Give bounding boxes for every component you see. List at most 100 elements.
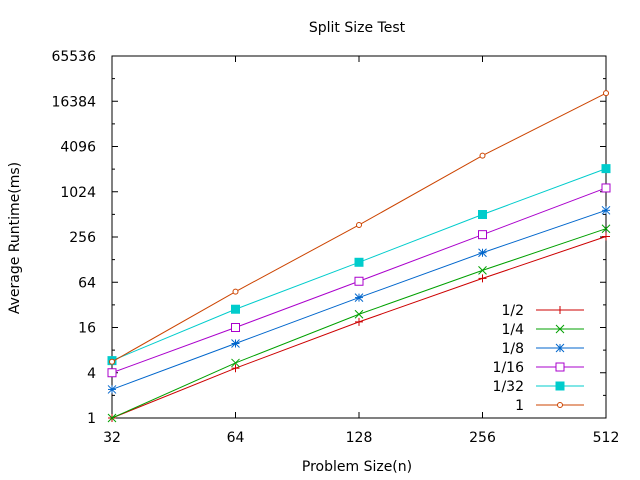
marker-stroke: [354, 309, 364, 319]
data-point: [555, 324, 565, 334]
y-tick-label: 4096: [60, 140, 96, 156]
marker-shape: [109, 358, 115, 365]
data-point: [478, 210, 487, 220]
marker-shape: [107, 368, 117, 378]
x-tick-label: 128: [346, 430, 373, 446]
data-point: [603, 90, 609, 97]
data-point: [107, 385, 117, 394]
data-point: [232, 288, 239, 295]
marker-shape: [601, 183, 611, 193]
marker-shape: [354, 257, 364, 267]
data-point: [478, 266, 487, 275]
marker-shape: [555, 362, 565, 372]
data-point: [231, 358, 240, 368]
data-point: [478, 230, 487, 240]
data-point: [601, 205, 611, 215]
marker-shape: [478, 230, 487, 240]
data-point: [231, 364, 240, 373]
data-point: [354, 257, 364, 267]
y-tick-label: 256: [69, 230, 96, 246]
legend-label: 1/4: [501, 322, 524, 338]
axis-ticks: 32 64 128 256 512 1 4 16 64 256 1024 4096 16384 65536: [51, 49, 619, 446]
data-point: [601, 164, 611, 174]
y-tick-label: 1024: [60, 185, 96, 201]
x-tick-label: 64: [227, 430, 245, 446]
data-point: [354, 293, 364, 302]
marker-shape: [354, 276, 364, 286]
series-1: [108, 232, 610, 422]
marker-stroke: [231, 358, 240, 368]
marker-stroke: [555, 343, 565, 353]
data-point: [601, 183, 611, 193]
series-group: [107, 90, 611, 423]
legend-label: 1/2: [501, 303, 524, 319]
data-point: [478, 248, 487, 258]
legend-label: 1/16: [493, 360, 525, 376]
marker-stroke: [107, 385, 117, 394]
data-point: [231, 304, 240, 314]
chart-title: Split Size Test: [309, 20, 406, 36]
data-point: [354, 276, 364, 286]
plot-frame: [111, 55, 607, 419]
legend-label: 1: [515, 398, 524, 414]
marker-stroke: [601, 224, 611, 234]
legend-entry: 1/8: [501, 341, 584, 357]
marker-stroke: [555, 324, 565, 334]
legend-label: 1/32: [493, 379, 524, 395]
marker-shape: [601, 164, 611, 174]
x-axis-label: Problem Size(n): [302, 459, 412, 475]
data-point: [109, 358, 115, 365]
data-point: [231, 323, 240, 332]
marker-stroke: [107, 413, 117, 423]
data-point: [602, 232, 610, 241]
legend-label: 1/8: [501, 341, 524, 357]
marker-shape: [231, 323, 240, 332]
data-point: [557, 402, 563, 408]
y-tick-label: 64: [78, 275, 96, 291]
y-tick-label: 16: [78, 321, 96, 337]
series-3: [107, 205, 611, 394]
marker-stroke: [231, 339, 240, 348]
x-tick-label: 256: [469, 430, 496, 446]
marker-shape: [231, 304, 240, 314]
marker-shape: [479, 152, 486, 159]
data-point: [601, 224, 611, 234]
marker-shape: [555, 381, 565, 391]
legend-entry: 1: [515, 398, 584, 414]
data-point: [107, 368, 117, 378]
marker-shape: [603, 90, 609, 97]
legend-entry: 1/16: [493, 360, 584, 376]
series-4: [107, 183, 611, 378]
data-point: [478, 274, 487, 283]
y-tick-label: 1: [87, 411, 96, 427]
data-point: [356, 221, 362, 228]
marker-stroke: [601, 205, 611, 215]
data-point: [354, 309, 364, 319]
marker-stroke: [478, 248, 487, 258]
data-point: [556, 306, 564, 314]
y-axis-label: Average Runtime(ms): [7, 162, 23, 314]
data-point: [107, 413, 117, 423]
legend-entry: 1/32: [493, 379, 584, 395]
y-tick-label: 65536: [51, 49, 96, 65]
data-point: [555, 362, 565, 372]
data-point: [355, 317, 363, 326]
series-2: [107, 224, 611, 423]
legend-entry: 1/2: [501, 303, 584, 319]
legend: 1/2 1/4 1/8 1/16 1/32 1: [493, 303, 584, 414]
x-tick-label: 512: [593, 430, 620, 446]
data-point: [555, 381, 565, 391]
data-point: [555, 343, 565, 353]
data-point: [479, 152, 486, 159]
marker-shape: [478, 210, 487, 220]
x-tick-label: 32: [103, 430, 121, 446]
series-5: [107, 164, 611, 366]
marker-stroke: [478, 266, 487, 275]
data-point: [231, 339, 240, 348]
marker-shape: [557, 402, 563, 408]
marker-shape: [232, 288, 239, 295]
y-tick-label: 16384: [51, 94, 96, 110]
legend-entry: 1/4: [501, 322, 584, 338]
y-tick-label: 4: [87, 366, 96, 382]
